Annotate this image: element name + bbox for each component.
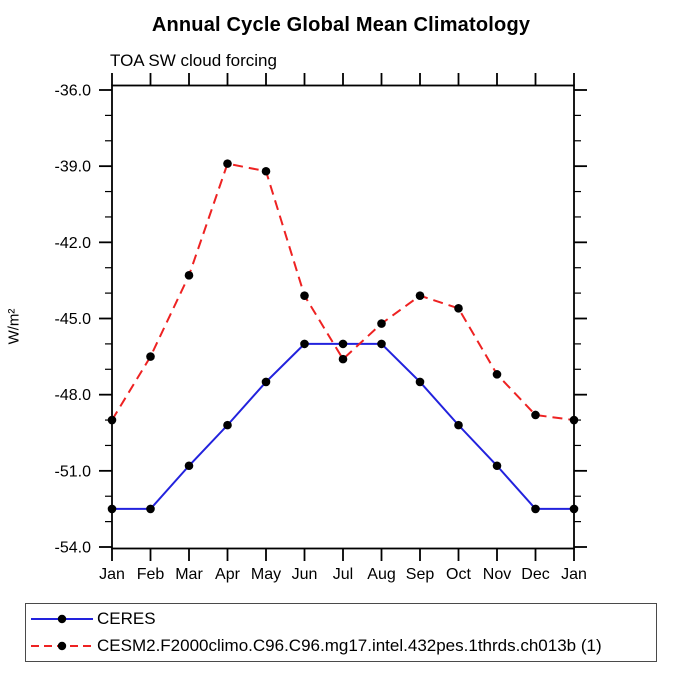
svg-text:Nov: Nov [483,566,511,583]
svg-text:Feb: Feb [137,566,165,583]
chart-title: Annual Cycle Global Mean Climatology [151,14,531,36]
svg-text:-39.0: -39.0 [55,159,92,176]
svg-text:Oct: Oct [446,566,471,583]
legend-item-cesm2: CESM2.F2000climo.C96.C96.mg17.intel.432p… [29,635,602,657]
svg-text:Mar: Mar [175,566,203,583]
legend-box: CERES CESM2.F2000climo.C96.C96.mg17.inte… [25,603,657,662]
svg-text:Jun: Jun [292,566,318,583]
svg-text:-45.0: -45.0 [55,311,92,328]
legend-cesm2-label: CESM2.F2000climo.C96.C96.mg17.intel.432p… [97,636,602,655]
svg-text:May: May [251,566,281,583]
svg-text:Sep: Sep [406,566,435,583]
svg-text:Apr: Apr [215,566,241,583]
svg-text:-51.0: -51.0 [55,463,92,480]
svg-text:Jul: Jul [333,566,353,583]
svg-text:-36.0: -36.0 [55,83,92,100]
legend-ceres-line-sample [31,614,93,624]
svg-text:Jan: Jan [99,566,125,583]
svg-text:-48.0: -48.0 [55,387,92,404]
legend-ceres-label: CERES [97,609,156,628]
svg-text:Jan: Jan [561,566,587,583]
chart-subtitle: TOA SW cloud forcing [110,51,277,70]
svg-text:-42.0: -42.0 [55,235,92,252]
legend-cesm2-line-sample [31,641,93,651]
svg-text:Aug: Aug [367,566,395,583]
svg-text:Dec: Dec [521,566,549,583]
plot-svg: -36.0 -39.0 -42.0 -45.0 -48.0 -51.0 -54.0 Jan Fe… [55,73,587,583]
svg-text:-54.0: -54.0 [55,540,92,557]
legend-item-ceres: CERES [29,608,156,630]
